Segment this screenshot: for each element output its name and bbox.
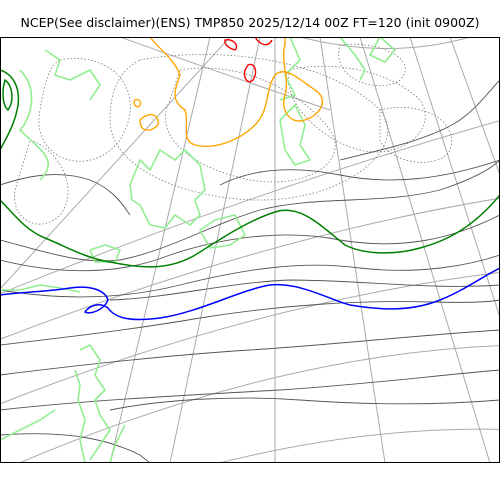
isotherm	[14, 139, 69, 225]
longitude-line	[169, 37, 261, 463]
isotherm-minus36	[243, 63, 257, 83]
longitude-line	[409, 37, 500, 320]
coastline-svalbard	[279, 104, 311, 166]
longitude-line	[109, 37, 211, 463]
coastline-southwest	[0, 409, 56, 441]
isotherm	[109, 279, 500, 301]
latitude-line	[299, 37, 471, 49]
isotherm	[0, 369, 500, 411]
graticule	[0, 37, 500, 463]
isotherm	[109, 397, 500, 411]
coastline-small-islands	[369, 37, 396, 63]
latitude-line	[216, 428, 500, 463]
isotherm-red	[224, 37, 273, 83]
isotherm	[38, 58, 131, 162]
latitude-line	[17, 345, 500, 463]
latitude-line	[119, 37, 331, 111]
isotherm-minus30	[149, 37, 324, 147]
coastline-north	[339, 37, 366, 81]
longitude-line	[449, 37, 500, 177]
map-title: NCEP(See disclaimer)(ENS) TMP850 2025/12…	[20, 15, 480, 30]
isotherm	[109, 54, 389, 201]
dotted-isotherms	[14, 43, 452, 225]
isotherm-0c-west	[0, 69, 20, 151]
isotherm	[0, 174, 131, 216]
coastline-greenland	[129, 149, 206, 229]
coastline-scandinavia	[79, 344, 111, 461]
isotherm-minus36-edge	[254, 37, 273, 46]
coastline-far-west	[19, 69, 49, 181]
coastline-islands	[199, 214, 246, 249]
isotherm	[0, 159, 500, 262]
coastline-iceland	[89, 244, 121, 263]
isotherm	[0, 329, 500, 376]
isotherm	[288, 65, 426, 153]
longitude-line	[359, 37, 491, 463]
coastline-west-islands	[44, 49, 101, 101]
isotherm	[165, 67, 336, 183]
latitude-line	[0, 120, 500, 295]
latitude-line	[0, 271, 500, 405]
isotherm-minus6	[0, 267, 500, 321]
isotherm-orange	[133, 37, 324, 147]
longitude-line	[319, 37, 386, 463]
solid-isotherms	[0, 79, 500, 463]
isotherm-minus30-small	[133, 98, 142, 108]
isotherm-minus30-closed	[139, 113, 159, 131]
isotherm-minus36-top	[224, 38, 238, 51]
isotherm	[0, 214, 500, 272]
isotherm	[339, 79, 500, 161]
isotherm-blue	[0, 267, 500, 321]
isotherm-0c	[0, 194, 500, 268]
coastline-south	[109, 424, 126, 463]
isotherm	[219, 159, 500, 186]
isotherm-0c-loop	[2, 78, 13, 112]
latitude-line	[0, 197, 500, 340]
longitude-line	[0, 37, 231, 290]
coastline-west-lower	[0, 284, 81, 293]
isotherm	[338, 43, 406, 87]
isotherm	[379, 107, 452, 163]
coastline-british	[74, 369, 86, 463]
isotherm	[0, 299, 500, 346]
isotherm	[0, 433, 151, 463]
isotherm-darkgreen	[0, 69, 500, 268]
isotherm	[0, 254, 500, 298]
